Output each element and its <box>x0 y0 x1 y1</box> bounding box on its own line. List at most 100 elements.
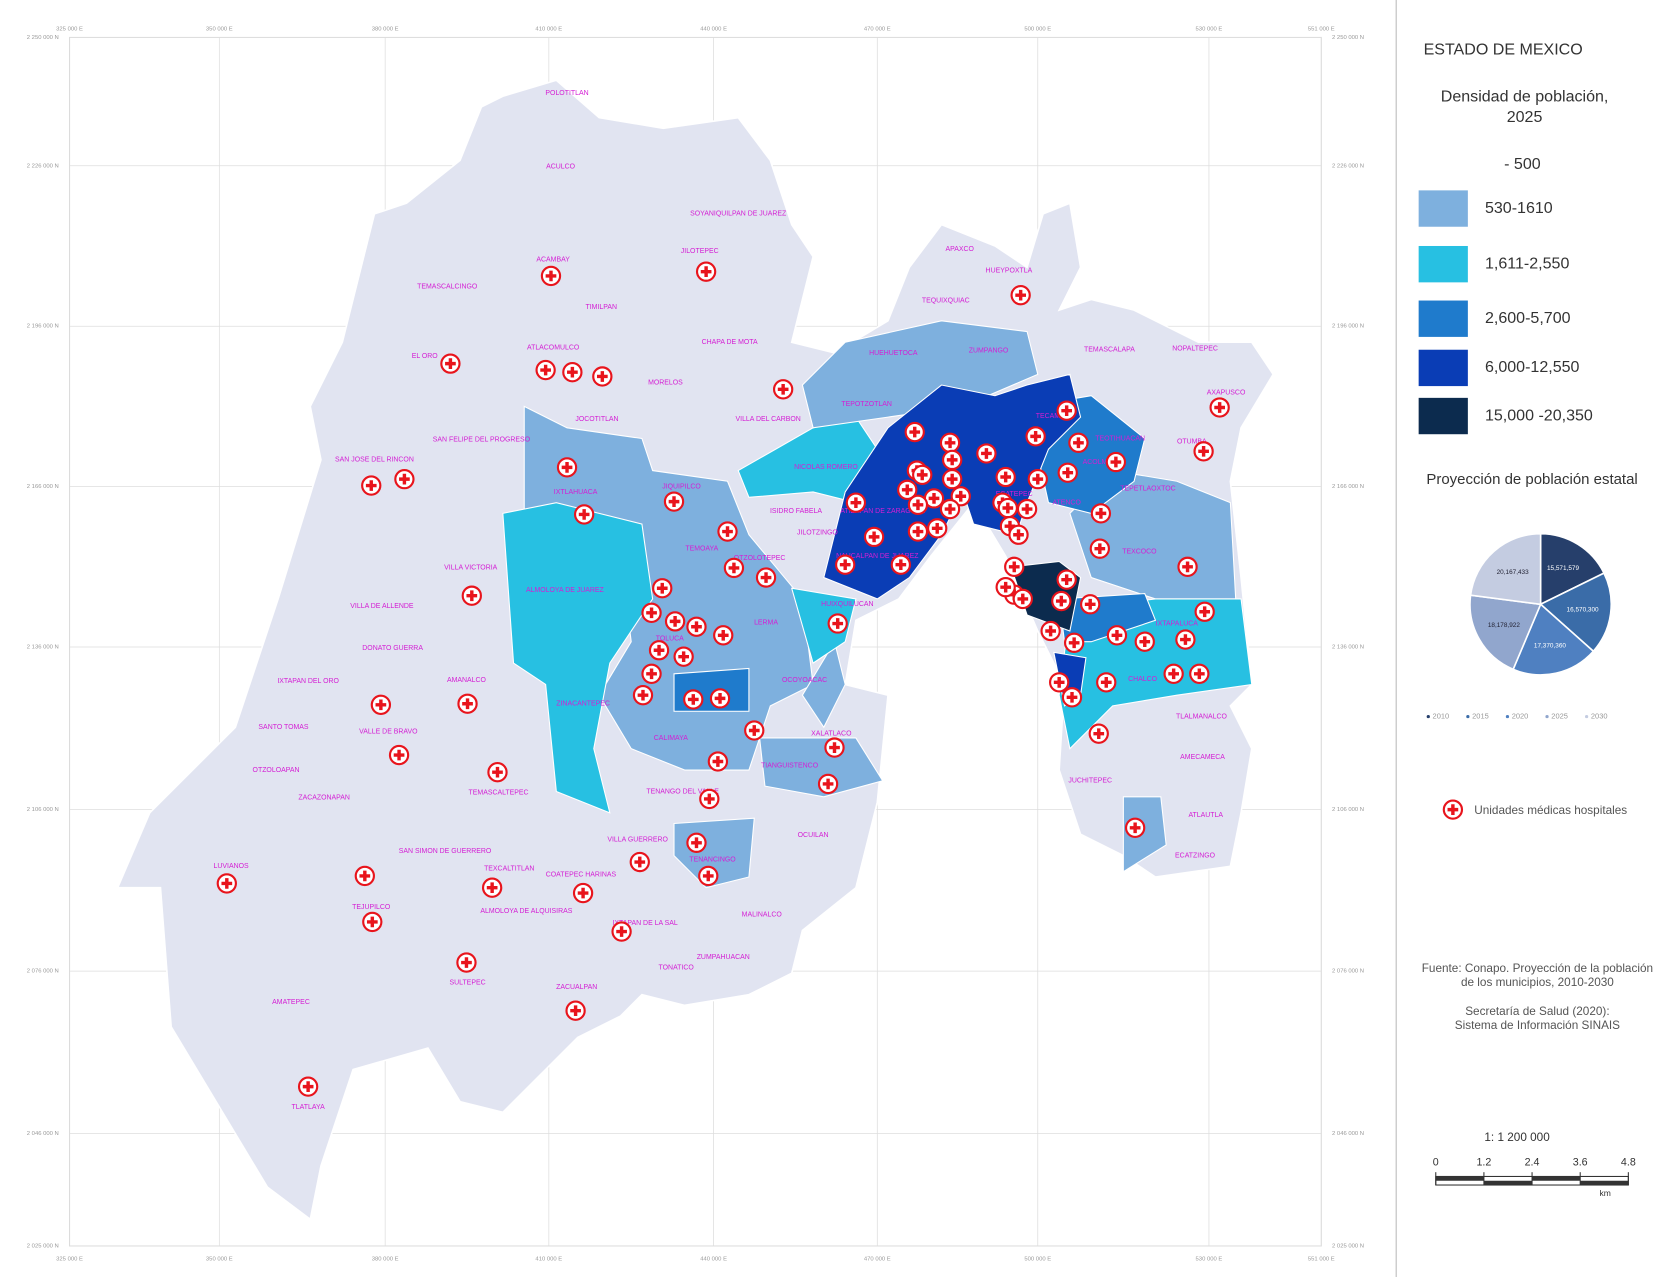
hospital-marker <box>648 640 670 661</box>
hospital-marker <box>456 952 477 973</box>
y-coord-label: 2 106 000 N <box>1332 807 1364 813</box>
marker-cross <box>703 793 715 805</box>
hospital-marker <box>592 366 613 387</box>
marker-cross <box>1055 595 1067 607</box>
municipality-label: TLALMANALCO <box>1176 713 1228 720</box>
hospital-marker <box>673 646 694 667</box>
marker-cross <box>492 766 503 778</box>
municipality-label: TEMASCALCINGO <box>417 283 478 290</box>
hospital-marker <box>535 359 556 381</box>
hospital-marker <box>370 694 392 715</box>
hospital-marker <box>1040 620 1061 642</box>
hospital-marker <box>939 432 961 453</box>
hospital-marker <box>907 521 929 542</box>
hospital-marker <box>457 693 478 714</box>
marker-cross <box>931 522 943 534</box>
hospital-marker <box>1177 556 1198 578</box>
municipality-label: TLATLAYA <box>292 1104 326 1111</box>
municipality-label: HUIXQUILUCAN <box>821 601 873 608</box>
municipality-label: AMATEPEC <box>272 999 310 1006</box>
municipality-label: MORELOS <box>648 380 683 387</box>
municipality-label: XALATLACO <box>811 731 852 738</box>
hospital-marker <box>707 751 729 772</box>
hospital-marker <box>1090 503 1112 524</box>
hospital-marker <box>923 488 945 509</box>
municipality-label: ZACUALPAN <box>556 984 597 991</box>
y-coord-label: 2 166 000 N <box>1332 484 1364 490</box>
marker-cross <box>1021 503 1033 515</box>
municipality-label: TOLUCA <box>656 635 684 642</box>
pie-legend-label: 2020 <box>1512 712 1529 721</box>
municipality-label: ZACAZONAPAN <box>298 795 350 802</box>
marker-cross <box>646 607 657 619</box>
hospital-marker <box>664 611 686 632</box>
hospital-marker <box>713 625 734 646</box>
municipality-label: ACOLMAN <box>1083 459 1117 466</box>
municipality-label: TECAMAC <box>1036 413 1070 420</box>
marker-cross <box>1000 581 1012 593</box>
municipality-label: TEMASCALAPA <box>1084 347 1135 354</box>
municipality-label: ATLACOMULCO <box>527 344 580 351</box>
municipality-label: ACULCO <box>546 164 576 171</box>
municipality-label: TEJUPILCO <box>352 904 391 911</box>
region <box>801 640 846 729</box>
marker-cross <box>1199 606 1211 618</box>
marker-cross <box>1061 405 1073 417</box>
marker-cross <box>1139 636 1151 648</box>
marker-cross <box>822 778 834 790</box>
hospital-marker <box>1068 432 1089 453</box>
hospital-marker <box>817 773 839 795</box>
municipality-label: TEPOTZOTLAN <box>841 401 892 408</box>
municipality-label: ZUMPAHUACAN <box>697 954 750 961</box>
hospital-marker <box>1051 590 1072 612</box>
pie-legend-dot <box>1466 714 1470 719</box>
hospital-marker <box>632 685 654 706</box>
hospital-marker <box>772 379 794 400</box>
y-coord-label: 2 076 000 N <box>27 969 59 975</box>
marker-cross <box>901 484 913 496</box>
scale-tick-label: 1.2 <box>1476 1156 1491 1168</box>
municipality-label: ALMOLOYA DE JUAREZ <box>526 587 605 594</box>
municipality-label: ACAMBAY <box>536 257 570 264</box>
scale-tick-label: 3.6 <box>1573 1156 1588 1168</box>
hospital-marker <box>1027 468 1048 490</box>
municipality-label: OTZOLOTEPEC <box>734 555 786 562</box>
hospital-marker <box>565 1000 586 1021</box>
hospital-marker <box>354 865 375 887</box>
marker-cross <box>1068 637 1080 649</box>
hospital-marker <box>845 492 867 513</box>
marker-cross <box>955 490 967 502</box>
hospital-marker <box>907 494 929 515</box>
marker-cross <box>928 493 940 504</box>
hospital-marker <box>611 921 632 942</box>
marker-cross <box>540 364 551 376</box>
municipality-label: COATEPEC HARINAS <box>546 872 617 879</box>
hospital-marker <box>1061 687 1083 708</box>
municipality-label: JILOTZINGO <box>797 529 838 536</box>
marker-cross <box>760 572 772 583</box>
marker-cross <box>668 496 680 507</box>
municipality-label: TEPETLAOXTOC <box>1120 486 1175 493</box>
hospital-marker <box>572 882 594 904</box>
marker-cross <box>712 756 724 767</box>
marker-cross <box>656 582 668 594</box>
source-line: Fuente: Conapo. Proyección de la poblaci… <box>1422 962 1653 975</box>
marker-cross <box>946 473 958 485</box>
marker-cross <box>1111 629 1123 641</box>
source-line: Sistema de Información SINAIS <box>1455 1019 1620 1032</box>
marker-cross <box>375 699 387 711</box>
marker-cross <box>567 366 578 378</box>
hospital-marker <box>641 602 662 623</box>
municipality-label: TEXCALTITLAN <box>484 865 534 872</box>
x-coord-label: 530 000 E <box>1196 26 1223 32</box>
hospital-marker <box>1049 672 1070 693</box>
hospital-marker <box>1010 285 1031 306</box>
marker-cross <box>221 878 233 889</box>
marker-cross <box>1180 634 1191 645</box>
marker-cross <box>850 497 862 509</box>
legend-subtitle: 2025 <box>1507 108 1543 126</box>
x-coord-label: 325 000 E <box>56 1256 83 1262</box>
marker-cross <box>1061 574 1073 586</box>
municipality-label: VILLA GUERRERO <box>607 836 668 843</box>
hospital-marker <box>890 554 911 575</box>
